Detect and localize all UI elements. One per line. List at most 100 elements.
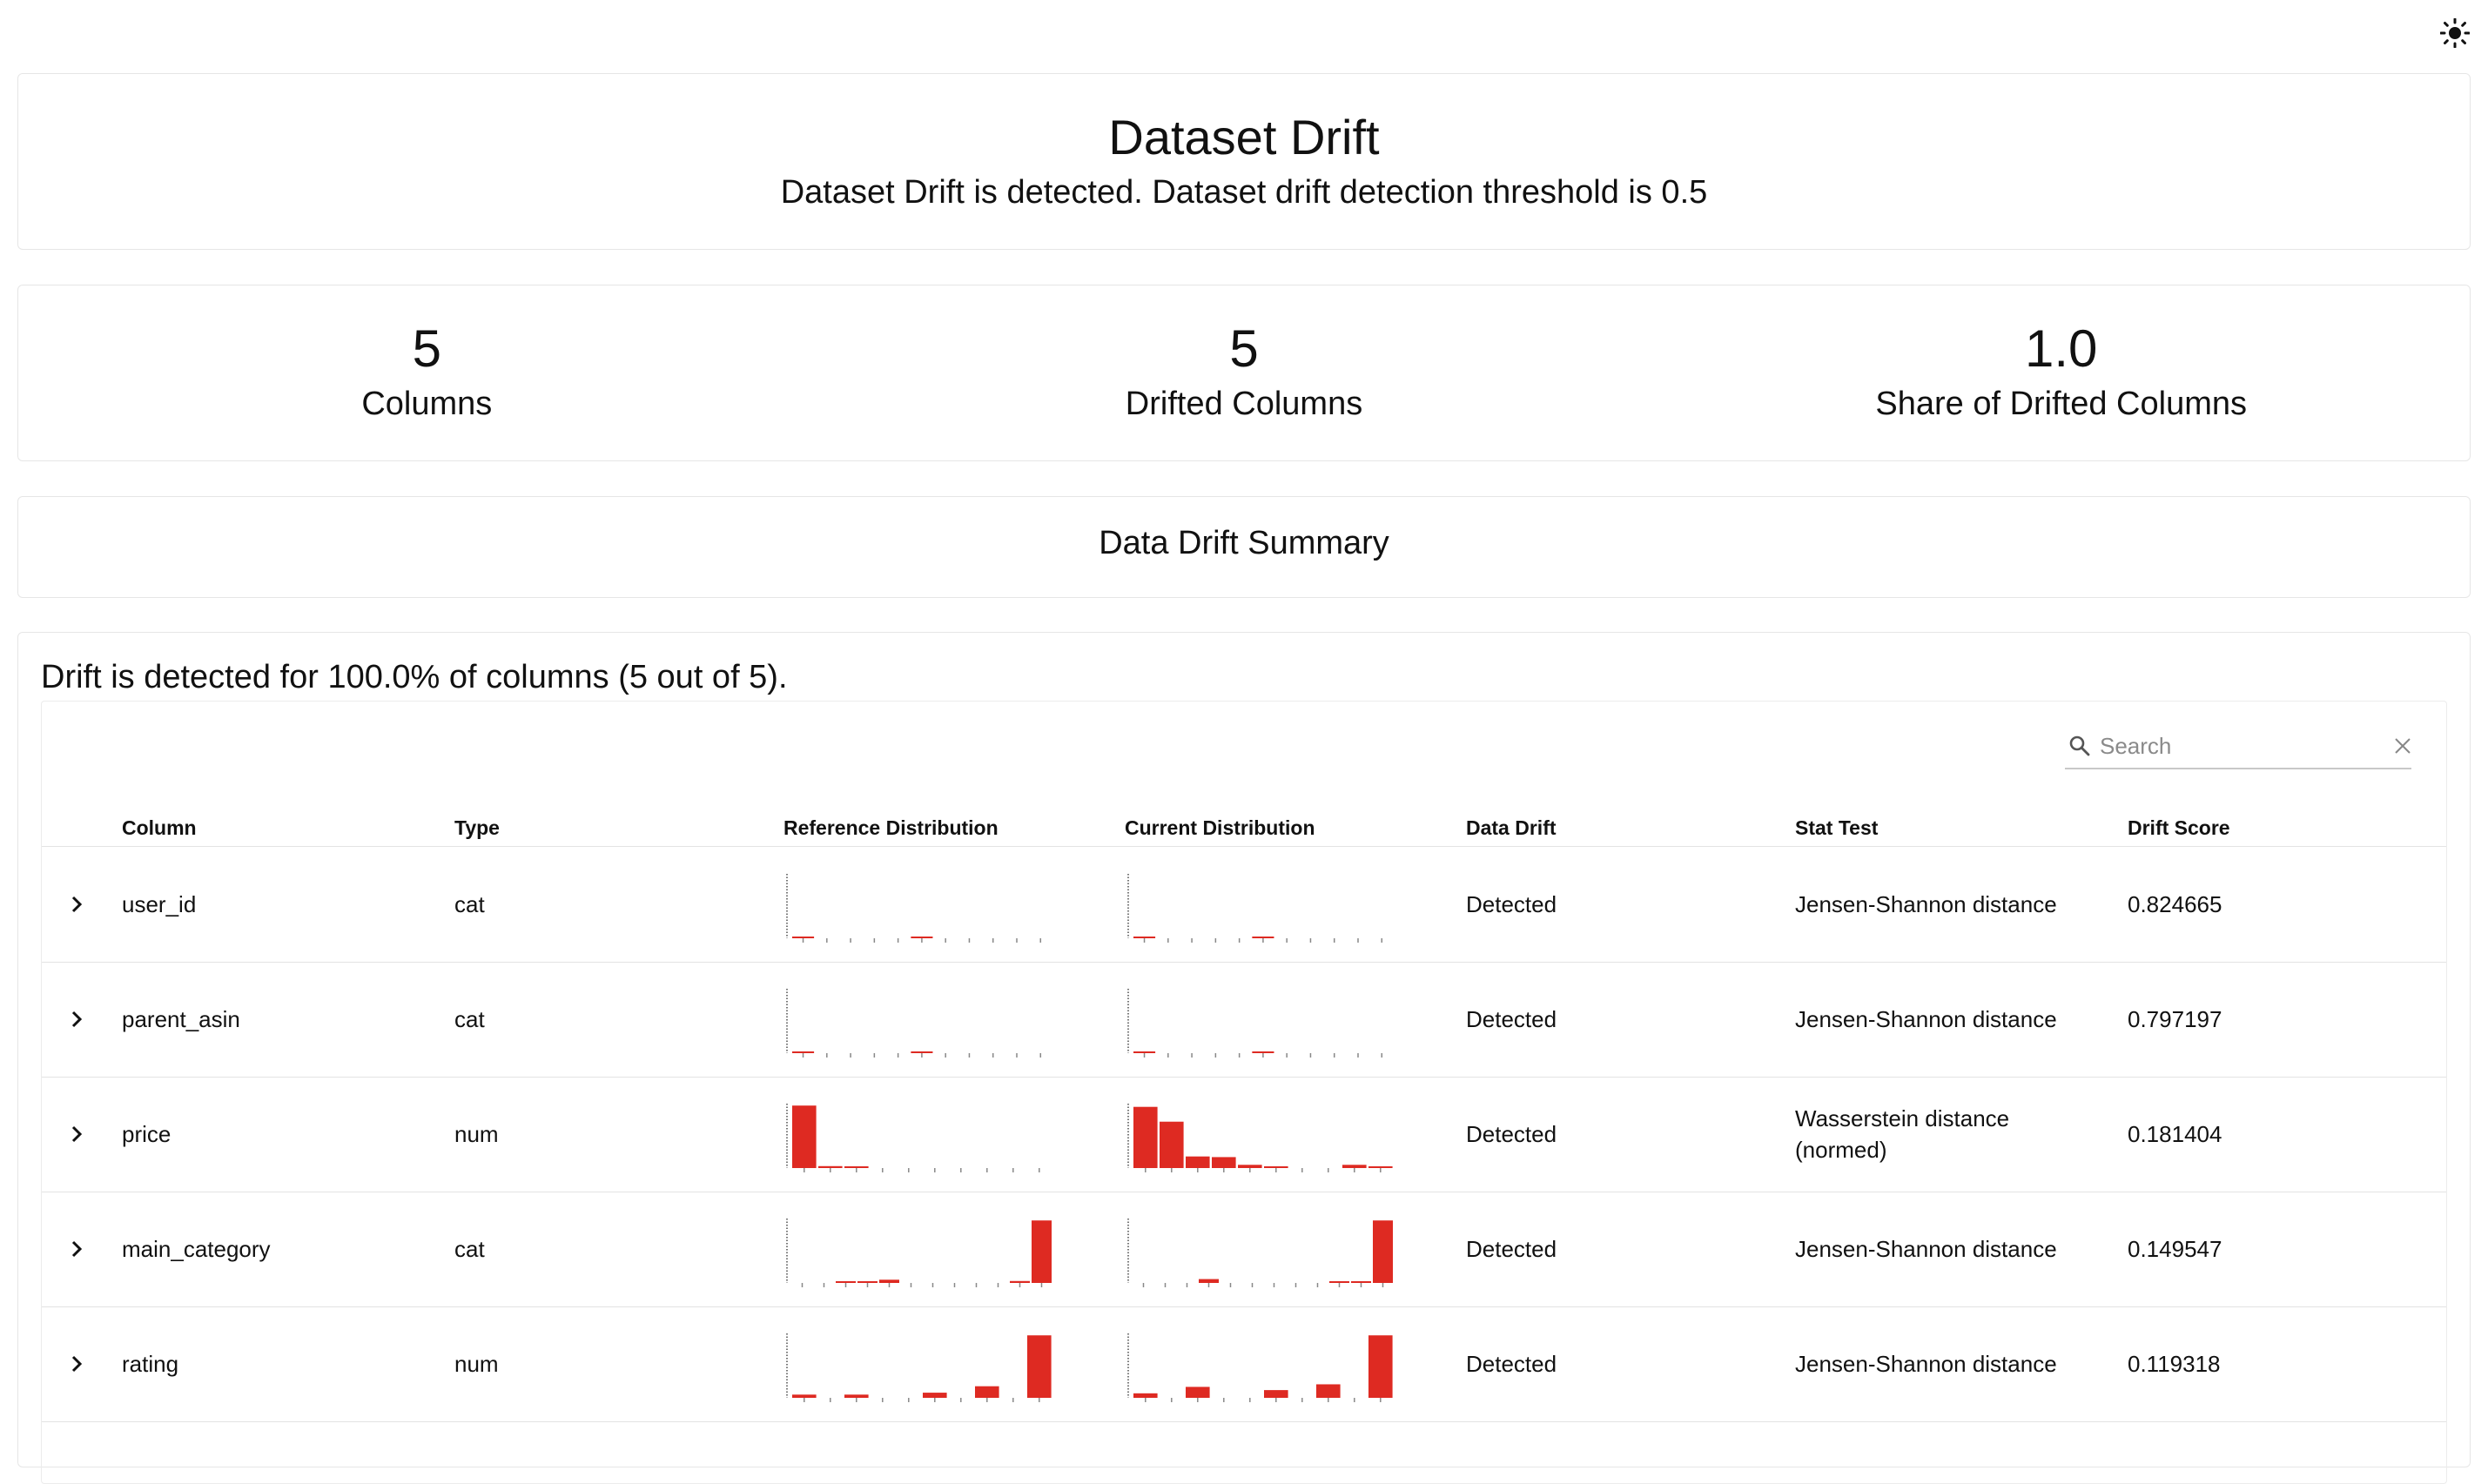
histogram-bar: [1010, 1280, 1030, 1283]
cell-column: parent_asin: [122, 1005, 240, 1032]
reference-histogram: [786, 874, 1042, 943]
histogram-bar: [911, 1051, 933, 1053]
histogram-bar: [844, 1394, 869, 1398]
histogram-bar: [1316, 1384, 1341, 1398]
histogram-bar: [1133, 1106, 1158, 1168]
chevron-right-icon: [71, 1240, 83, 1258]
cell-stat-test: Jensen-Shannon distance: [1795, 1006, 2057, 1032]
expand-row-button[interactable]: [57, 1306, 96, 1421]
chevron-right-icon: [71, 896, 83, 913]
counter-value: 1.0: [2024, 319, 2098, 378]
current-histogram: [1127, 989, 1383, 1058]
histogram-bar: [975, 1386, 999, 1398]
current-histogram: [1127, 1333, 1393, 1402]
histogram-bar: [792, 1051, 815, 1053]
summary-title: Data Drift Summary: [1099, 525, 1389, 561]
column-header-stat-test[interactable]: Stat Test: [1795, 816, 1879, 839]
histogram-bar: [1212, 1157, 1236, 1168]
cell-reference-distribution: [783, 962, 1062, 1077]
drift-table: Column Type Reference Distribution Curre…: [41, 701, 2447, 1484]
chevron-right-icon: [71, 1011, 83, 1028]
cell-column: price: [122, 1120, 171, 1147]
column-header-data-drift[interactable]: Data Drift: [1466, 816, 1557, 839]
dataset-drift-card: Dataset Drift Dataset Drift is detected.…: [17, 73, 2471, 250]
sun-icon: [2440, 18, 2470, 48]
table-row: rating num Detected Jensen-Shannon dista…: [42, 1306, 2446, 1422]
histogram-bar: [818, 1165, 843, 1168]
histogram-bar: [1027, 1335, 1052, 1398]
histogram-bar: [1252, 937, 1274, 938]
expand-row-button[interactable]: [57, 1192, 96, 1306]
histogram-bar: [1186, 1387, 1210, 1398]
column-header-type[interactable]: Type: [454, 816, 500, 839]
cell-data-drift: Detected: [1466, 1235, 1557, 1262]
table-row: main_category cat Detected Jensen-Shanno…: [42, 1192, 2446, 1307]
histogram-bar: [1160, 1121, 1184, 1168]
dataset-drift-subtitle: Dataset Drift is detected. Dataset drift…: [780, 174, 1708, 211]
dataset-drift-title: Dataset Drift: [1108, 110, 1380, 165]
table-row: price num Detected Wasserstein distance …: [42, 1077, 2446, 1192]
close-icon: [2395, 738, 2411, 754]
counter-value: 5: [412, 319, 442, 378]
column-header-drift-score[interactable]: Drift Score: [2128, 816, 2230, 839]
current-histogram: [1127, 874, 1383, 943]
cell-current-distribution: [1125, 1192, 1403, 1306]
search-input[interactable]: [2098, 731, 2393, 761]
histogram-bar: [857, 1281, 878, 1283]
table-row: user_id cat Detected Jensen-Shannon dist…: [42, 847, 2446, 963]
expand-row-button[interactable]: [57, 847, 96, 962]
summary-title-card: Data Drift Summary: [17, 496, 2471, 598]
cell-stat-test: Wasserstein distance (normed): [1795, 1105, 2010, 1163]
histogram-bar: [844, 1166, 869, 1168]
cell-stat-test: Jensen-Shannon distance: [1795, 891, 2057, 917]
histogram-bar: [1329, 1281, 1349, 1283]
chevron-right-icon: [71, 1125, 83, 1143]
cell-column: user_id: [122, 890, 197, 917]
counter-drifted-columns: 5 Drifted Columns: [836, 285, 1653, 460]
cell-drift-score: 0.149547: [2128, 1235, 2222, 1262]
counter-label: Share of Drifted Columns: [1875, 386, 2247, 422]
clear-search-button[interactable]: [2393, 736, 2412, 755]
column-header-column[interactable]: Column: [122, 816, 197, 839]
histogram-bar: [1368, 1335, 1393, 1398]
cell-reference-distribution: [783, 847, 1062, 962]
search-icon: [2068, 735, 2091, 757]
reference-histogram: [786, 1104, 1040, 1172]
histogram-bar: [1252, 1051, 1274, 1053]
histogram-bar: [792, 937, 815, 938]
histogram-bar: [1133, 937, 1156, 938]
histogram-bar: [1032, 1220, 1052, 1283]
histogram-bar: [1264, 1390, 1288, 1398]
cell-type: cat: [454, 890, 485, 917]
cell-current-distribution: [1125, 962, 1403, 1077]
histogram-bar: [911, 937, 933, 938]
cell-reference-distribution: [783, 1306, 1062, 1421]
chevron-right-icon: [71, 1355, 83, 1373]
histogram-bar: [1264, 1166, 1288, 1168]
expand-row-button[interactable]: [57, 962, 96, 1077]
reference-histogram: [786, 1219, 1052, 1287]
histogram-bar: [879, 1279, 899, 1283]
histogram-bar: [1351, 1281, 1371, 1283]
reference-histogram: [786, 989, 1042, 1058]
cell-reference-distribution: [783, 1192, 1062, 1306]
table-header: Column Type Reference Distribution Curre…: [42, 804, 2446, 847]
histogram-bar: [923, 1393, 947, 1398]
cell-drift-score: 0.797197: [2128, 1005, 2222, 1032]
cell-drift-score: 0.181404: [2128, 1120, 2222, 1147]
drift-table-card: Drift is detected for 100.0% of columns …: [17, 632, 2471, 1484]
cell-reference-distribution: [783, 1077, 1062, 1192]
histogram-bar: [1186, 1156, 1210, 1168]
histogram-bar: [836, 1281, 856, 1283]
histogram-bar: [1238, 1165, 1262, 1168]
cell-column: rating: [122, 1350, 179, 1377]
cell-type: num: [454, 1350, 499, 1377]
current-histogram: [1127, 1104, 1393, 1172]
cell-data-drift: Detected: [1466, 1350, 1557, 1377]
counter-share-drifted: 1.0 Share of Drifted Columns: [1652, 285, 2470, 460]
cell-type: cat: [454, 1235, 485, 1262]
histogram-bar: [1373, 1220, 1393, 1283]
expand-row-button[interactable]: [57, 1077, 96, 1192]
theme-toggle-button[interactable]: [2439, 17, 2471, 49]
cell-drift-score: 0.119318: [2128, 1350, 2221, 1377]
